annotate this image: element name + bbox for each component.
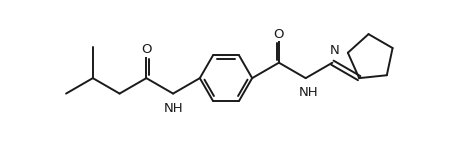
Text: N: N: [329, 44, 339, 56]
Text: O: O: [273, 28, 284, 41]
Text: NH: NH: [163, 102, 183, 115]
Text: NH: NH: [298, 86, 318, 99]
Text: O: O: [141, 43, 151, 56]
